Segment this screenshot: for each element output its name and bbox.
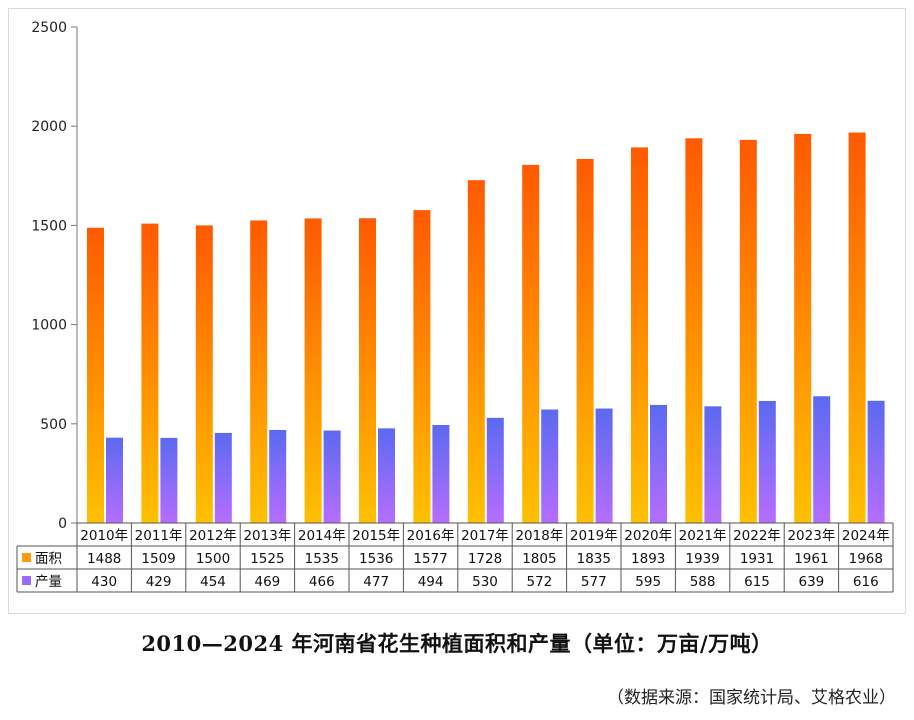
bar-yield-2015年 bbox=[378, 428, 395, 523]
bar-area-2012年 bbox=[195, 225, 213, 523]
data-label-面积: 1509 bbox=[141, 551, 175, 567]
data-label-面积: 1536 bbox=[359, 551, 393, 567]
y-tick-label: 2500 bbox=[31, 20, 67, 36]
x-tick-label: 2024年 bbox=[842, 528, 890, 544]
x-tick-label: 2010年 bbox=[80, 528, 128, 544]
bar-yield-2017年 bbox=[486, 417, 504, 523]
x-tick-label: 2013年 bbox=[243, 528, 291, 544]
data-label-面积: 1500 bbox=[196, 551, 230, 567]
bar-area-2021年 bbox=[685, 138, 703, 523]
y-tick-label: 500 bbox=[40, 417, 67, 433]
x-tick-label: 2022年 bbox=[733, 528, 781, 544]
chart-title: 2010—2024 年河南省花生种植面积和产量（单位：万亩/万吨） bbox=[141, 631, 773, 656]
data-label-产量: 639 bbox=[799, 574, 825, 590]
data-label-面积: 1931 bbox=[740, 551, 774, 567]
legend-swatch-产量 bbox=[22, 576, 31, 585]
x-tick-label: 2016年 bbox=[407, 528, 455, 544]
bar-yield-2018年 bbox=[541, 409, 559, 523]
data-label-产量: 429 bbox=[146, 574, 172, 590]
bar-area-2013年 bbox=[250, 220, 268, 523]
data-label-产量: 616 bbox=[853, 574, 879, 590]
bar-yield-2024年 bbox=[867, 400, 885, 523]
data-label-面积: 1835 bbox=[577, 551, 611, 567]
x-tick-label: 2018年 bbox=[515, 528, 563, 544]
bar-area-2018年 bbox=[522, 164, 540, 523]
bar-yield-2019年 bbox=[595, 408, 613, 523]
data-label-产量: 572 bbox=[527, 574, 553, 590]
bar-yield-2021年 bbox=[704, 406, 722, 523]
legend-label: 产量 bbox=[35, 574, 62, 590]
bar-area-2023年 bbox=[794, 133, 812, 523]
x-tick-label: 2021年 bbox=[679, 528, 727, 544]
bar-chart: 0 500 1000 1500 2000 2500 2010年 2011年 2012年 2013… bbox=[16, 20, 894, 593]
data-table: 2010年 2011年 2012年 2013年 2014年 2015年 2016年 2017年… bbox=[16, 522, 894, 593]
data-label-产量: 530 bbox=[472, 574, 498, 590]
y-tick-label: 1500 bbox=[31, 218, 67, 234]
y-axis-ticks: 0 500 1000 1500 2000 2500 bbox=[31, 20, 77, 532]
bar-area-2019年 bbox=[576, 158, 594, 523]
bar-area-2020年 bbox=[631, 147, 648, 523]
bars bbox=[87, 132, 885, 524]
data-label-面积: 1728 bbox=[468, 551, 502, 567]
x-tick-label: 2017年 bbox=[461, 528, 509, 544]
data-label-面积: 1488 bbox=[87, 551, 121, 567]
data-label-产量: 595 bbox=[635, 574, 661, 590]
bar-yield-2020年 bbox=[650, 404, 667, 523]
chart-frame: 0 500 1000 1500 2000 2500 2010年 2011年 2012年 2013… bbox=[8, 8, 906, 614]
legend-label: 面积 bbox=[35, 551, 62, 567]
data-label-产量: 477 bbox=[363, 574, 389, 590]
x-tick-label: 2020年 bbox=[624, 528, 672, 544]
data-label-面积: 1968 bbox=[849, 551, 883, 567]
data-label-面积: 1961 bbox=[794, 551, 828, 567]
bar-area-2016年 bbox=[413, 210, 431, 523]
bar-yield-2014年 bbox=[323, 430, 341, 523]
bar-area-2017年 bbox=[467, 180, 485, 523]
y-tick-label: 2000 bbox=[31, 119, 67, 135]
bar-area-2024年 bbox=[848, 132, 866, 523]
data-label-面积: 1893 bbox=[631, 551, 665, 567]
chart-source: （数据来源：国家统计局、艾格农业） bbox=[607, 688, 896, 708]
data-label-产量: 469 bbox=[255, 574, 281, 590]
bar-yield-2013年 bbox=[269, 429, 287, 523]
data-label-面积: 1805 bbox=[522, 551, 556, 567]
data-label-面积: 1535 bbox=[305, 551, 339, 567]
x-tick-label: 2015年 bbox=[352, 528, 400, 544]
bar-area-2010年 bbox=[87, 227, 104, 523]
bar-area-2022年 bbox=[739, 139, 757, 524]
data-label-产量: 454 bbox=[200, 574, 226, 590]
data-label-面积: 1577 bbox=[413, 551, 447, 567]
data-label-产量: 615 bbox=[744, 574, 770, 590]
bar-area-2015年 bbox=[359, 218, 376, 523]
bar-yield-2023年 bbox=[813, 396, 831, 523]
x-tick-label: 2019年 bbox=[570, 528, 618, 544]
y-tick-label: 0 bbox=[58, 516, 67, 532]
bar-yield-2010年 bbox=[106, 437, 123, 523]
data-label-面积: 1939 bbox=[685, 551, 719, 567]
bar-area-2014年 bbox=[304, 218, 322, 523]
x-tick-label: 2012年 bbox=[189, 528, 237, 544]
data-label-面积: 1525 bbox=[250, 551, 284, 567]
data-label-产量: 588 bbox=[690, 574, 716, 590]
bar-area-2011年 bbox=[141, 223, 159, 524]
data-label-产量: 466 bbox=[309, 574, 335, 590]
data-label-产量: 430 bbox=[91, 574, 117, 590]
legend-swatch-面积 bbox=[22, 553, 31, 562]
data-label-产量: 494 bbox=[418, 574, 444, 590]
data-label-产量: 577 bbox=[581, 574, 607, 590]
bar-yield-2022年 bbox=[758, 400, 776, 523]
bar-yield-2011年 bbox=[160, 437, 178, 523]
bar-yield-2012年 bbox=[214, 432, 232, 523]
y-tick-label: 1000 bbox=[31, 318, 67, 334]
x-tick-label: 2011年 bbox=[135, 528, 183, 544]
x-tick-label: 2014年 bbox=[298, 528, 346, 544]
x-tick-label: 2023年 bbox=[787, 528, 835, 544]
bar-yield-2016年 bbox=[432, 424, 450, 523]
